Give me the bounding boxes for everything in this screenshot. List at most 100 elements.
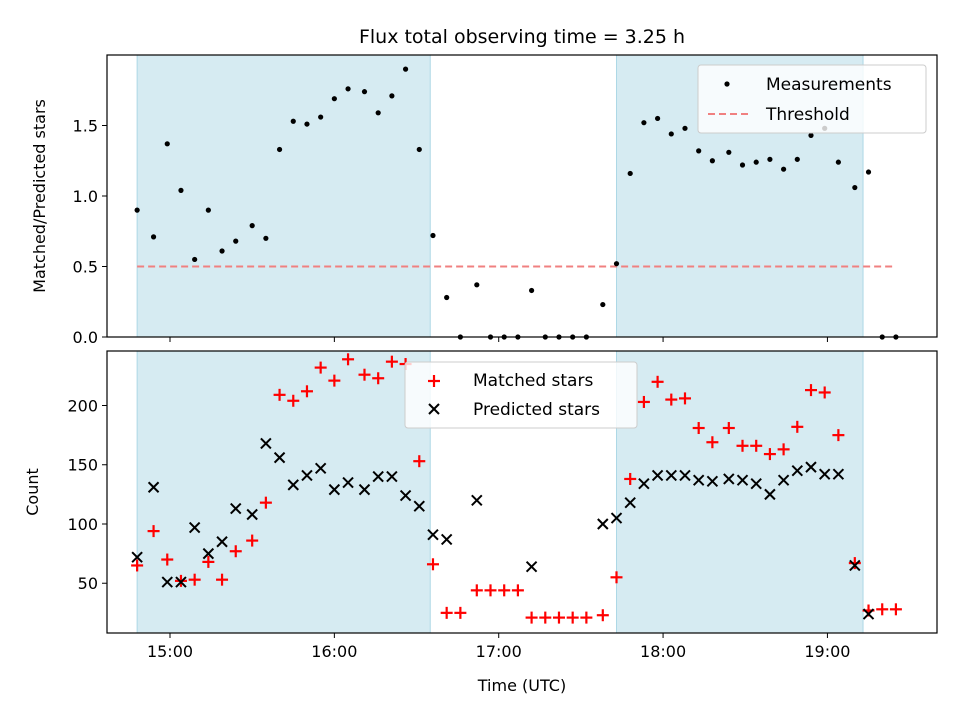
measurement-point: [474, 282, 480, 288]
measurement-point: [416, 146, 422, 153]
measurement-point: [249, 223, 255, 229]
measurement-point: [318, 114, 324, 120]
measurement-point: [852, 184, 858, 191]
measurement-point: [150, 234, 157, 240]
predicted-star-point: [638, 477, 650, 490]
predicted-star-point: [777, 474, 790, 486]
predicted-star-point: [161, 576, 173, 588]
measurement-point: [613, 261, 620, 267]
matched-star-point: [131, 559, 144, 572]
matched-star-point: [342, 353, 355, 366]
predicted-star-point: [832, 468, 845, 480]
bottom-data-points: [131, 353, 902, 624]
measurement-point: [528, 287, 535, 294]
matched-star-point: [511, 584, 524, 597]
matched-star-point: [202, 555, 215, 568]
x-tick-label: 17:00: [476, 642, 522, 661]
y-tick-label: 0.0: [73, 328, 98, 347]
shaded-interval: [136, 350, 431, 634]
matched-star-point: [832, 429, 845, 442]
measurement-point: [205, 207, 211, 213]
predicted-star-point: [471, 494, 483, 507]
matched-star-point: [147, 525, 160, 538]
matched-star-point: [777, 443, 790, 456]
top-y-ticks: 0.0 0.5 1.0 1.5: [73, 117, 107, 347]
x-tick-label: 18:00: [640, 642, 686, 661]
predicted-star-point: [216, 536, 228, 548]
measurement-point: [739, 162, 746, 168]
matched-star-point: [706, 436, 719, 449]
legend-matched-marker: [428, 375, 440, 387]
measurement-point: [164, 141, 170, 147]
matched-star-point: [273, 388, 286, 401]
predicted-star-point: [597, 518, 609, 530]
predicted-star-point: [610, 512, 623, 524]
matched-star-point: [229, 545, 242, 558]
measurement-point: [430, 232, 436, 239]
matched-star-point: [216, 573, 229, 586]
matched-star-point: [300, 385, 313, 398]
measurement-point: [276, 146, 283, 153]
measurement-point: [263, 235, 269, 241]
measurement-point: [178, 187, 184, 193]
predicted-star-point: [723, 473, 735, 485]
matched-star-point: [566, 611, 579, 624]
predicted-star-point: [805, 461, 817, 473]
matched-star-point: [637, 395, 650, 408]
matched-star-point: [413, 455, 426, 468]
predicted-star-point: [413, 500, 425, 512]
measurement-point: [304, 121, 310, 127]
measurement-point: [835, 159, 841, 165]
matched-star-point: [804, 384, 817, 397]
predicted-star-point: [372, 470, 384, 483]
bottom-x-axis-label: Time (UTC): [477, 676, 566, 695]
predicted-star-point: [342, 476, 354, 489]
shaded-interval: [136, 54, 431, 338]
top-y-axis-label: Matched/Predicted stars: [30, 99, 49, 293]
predicted-star-point: [399, 489, 412, 502]
legend-matched-label: Matched stars: [473, 371, 593, 391]
measurement-point: [361, 89, 368, 95]
top-legend-box: [697, 64, 927, 134]
measurement-point: [375, 110, 381, 116]
bottom-y-axis-label: Count: [23, 468, 42, 516]
predicted-star-point: [427, 528, 439, 541]
legend-measurements-marker: [724, 81, 730, 87]
measurement-point: [444, 294, 450, 301]
y-tick-label: 0.5: [73, 258, 98, 277]
bottom-y-ticks: 50 100 150 200: [67, 397, 107, 593]
measurement-point: [753, 159, 759, 165]
measurement-point: [668, 131, 674, 137]
y-tick-label: 1.5: [73, 117, 98, 136]
predicted-star-point: [862, 608, 875, 620]
predicted-star-point: [525, 560, 538, 573]
matched-star-point: [736, 439, 749, 452]
measurement-point: [794, 156, 800, 162]
predicted-star-point: [849, 559, 861, 572]
top-panel: 0.0 0.5 1.0 1.5 Matched/Predicted stars Mea…: [30, 54, 938, 347]
measurement-point: [290, 118, 296, 124]
measurement-point: [402, 66, 409, 72]
measurement-point: [767, 156, 773, 162]
y-tick-label: 1.0: [73, 187, 98, 206]
measurement-point: [331, 96, 337, 102]
legend-measurements-label: Measurements: [766, 75, 892, 95]
matched-star-point: [470, 584, 483, 597]
matched-star-point: [876, 603, 889, 616]
matched-star-point: [161, 553, 174, 566]
bottom-x-ticks: 15:00 16:00 17:00 18:00 19:00: [147, 633, 850, 661]
matched-star-point: [188, 573, 201, 586]
y-tick-label: 50: [78, 574, 98, 593]
predicted-star-point: [358, 483, 371, 496]
bottom-legend-box: [404, 361, 638, 429]
measurement-point: [627, 170, 633, 177]
matched-star-point: [624, 472, 637, 485]
predicted-star-point: [175, 576, 187, 588]
predicted-star-point: [750, 477, 762, 490]
measurement-point: [808, 132, 814, 138]
matched-star-point: [385, 355, 398, 368]
matched-star-point: [454, 606, 467, 619]
matched-star-point: [763, 448, 776, 461]
matched-star-point: [372, 372, 385, 385]
top-legend: Measurements Threshold: [697, 64, 927, 134]
